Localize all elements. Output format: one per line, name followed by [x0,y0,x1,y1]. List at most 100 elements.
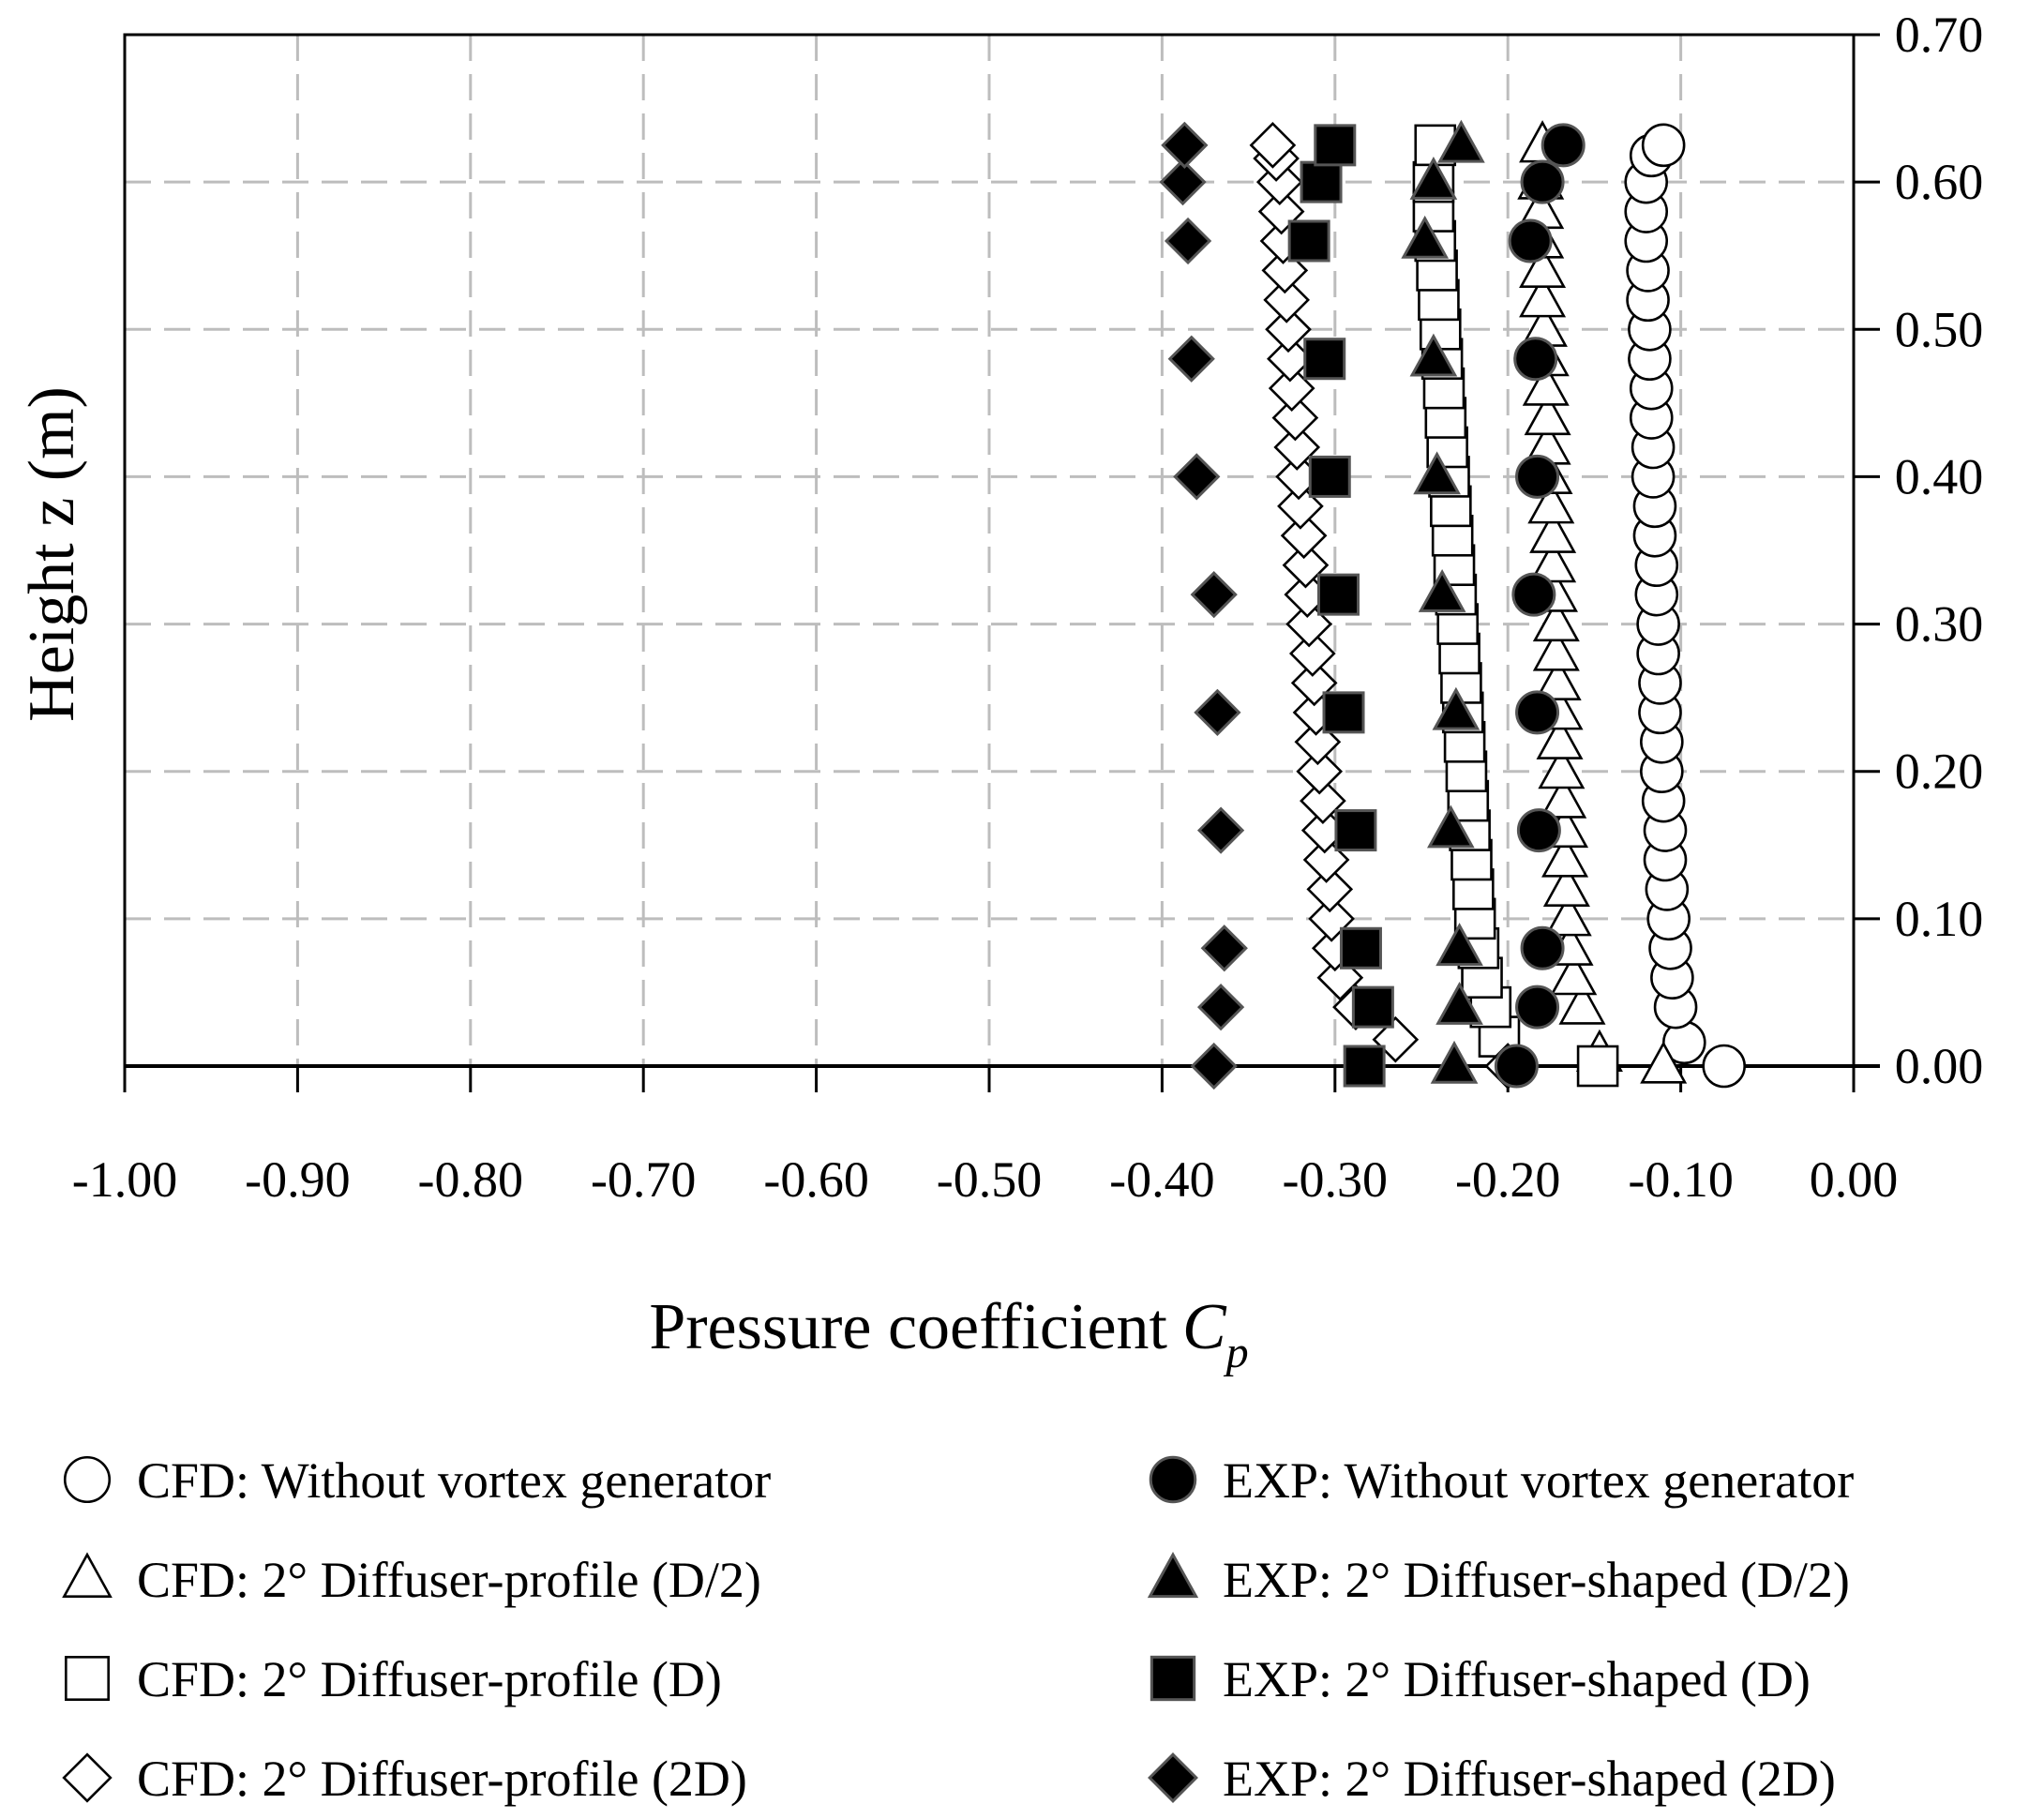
series-0 [1624,123,1746,1089]
data-point [1296,747,1344,795]
data-point [1287,219,1330,263]
axes: -1.00 -0.90 -0.80 -0.70 -0.60 -0.50 -0.40 -0.30… [72,7,1983,1208]
legend-marker [65,1656,110,1701]
data-point [1159,158,1207,206]
data-point [1288,630,1336,677]
data-point [1401,215,1450,259]
data-point [1322,691,1365,734]
data-point [1529,510,1577,553]
legend-marker [62,1752,113,1803]
data-point [1263,277,1311,323]
data-point [1273,424,1321,471]
data-point [1351,985,1394,1029]
x-axis-title-text: Pressure coefficient [649,1291,1167,1363]
data-point [1164,217,1212,265]
data-point [1316,573,1360,616]
data-point [1494,1044,1539,1089]
data-point [1519,245,1567,289]
data-point [1576,1045,1619,1088]
legend-label: EXP: 2° Diffuser-shaped (D) [1223,1651,1811,1707]
legend-marker [62,1552,113,1598]
y-tick-label: 0.10 [1895,891,1984,947]
data-point [1527,481,1575,524]
data-point [1513,337,1558,382]
data-point [1314,124,1357,167]
y-axis-title: Height z (m) [16,386,88,722]
data-point [1308,455,1351,498]
legend-marker [1150,1655,1196,1702]
x-axis-title: Pressure coefficient Cp [649,1291,1248,1377]
data-point [1437,119,1485,163]
y-tick-label: 0.30 [1895,596,1984,653]
x-tick-label: -0.60 [763,1151,868,1208]
legend-marker [1147,1551,1199,1599]
y-tick-label: 0.60 [1895,154,1984,210]
data-point [1161,121,1209,169]
x-tick-label: -0.80 [418,1151,523,1208]
data-point [1430,1040,1479,1084]
data-point [1536,716,1584,759]
data-point [1418,569,1466,612]
legend-label: EXP: 2° Diffuser-shaped (2D) [1223,1751,1836,1807]
data-point [1339,926,1382,970]
data-point [1432,686,1480,730]
data-point [1409,157,1458,200]
data-point [1532,628,1580,671]
data-point [1540,775,1587,819]
data-point [1435,982,1483,1025]
x-tick-label: -0.70 [591,1151,696,1208]
data-point [1532,598,1580,642]
data-point [1524,392,1571,436]
data-point [1640,1041,1688,1084]
data-point [1300,777,1346,824]
data-series [1159,119,1746,1090]
y-tick-label: 0.00 [1895,1038,1984,1094]
data-point [1303,338,1346,381]
legend-label: EXP: 2° Diffuser-shaped (D/2) [1223,1552,1850,1608]
data-point [1190,1042,1238,1090]
data-point [1427,804,1475,849]
data-point [1516,808,1561,853]
data-point [1271,394,1319,442]
data-point [1316,954,1364,1001]
data-point [1538,746,1586,789]
data-point [1515,454,1560,499]
data-point [1190,571,1238,619]
x-tick-label: 0.00 [1810,1151,1899,1208]
data-point [1334,809,1377,852]
data-point [1265,306,1312,353]
data-point [1196,984,1245,1031]
data-point [1558,982,1606,1025]
data-point [1522,363,1570,406]
x-tick-label: -0.10 [1628,1151,1733,1208]
data-point [1268,365,1315,412]
data-point [1413,451,1461,495]
data-point [1306,865,1354,913]
data-point [1194,688,1241,736]
x-tick-label: -0.50 [937,1151,1042,1208]
legend-label: CFD: 2° Diffuser-profile (D/2) [137,1552,761,1608]
data-point [1541,123,1586,168]
data-point [1280,512,1328,560]
data-point [1550,953,1598,996]
x-tick-label: -0.30 [1283,1151,1388,1208]
data-point [1435,923,1483,967]
legend-marker [1148,1752,1198,1803]
series-5 [1401,119,1485,1084]
data-point [1282,541,1330,589]
legend-label: CFD: Without vortex generator [137,1452,771,1509]
grid-lines [125,35,1854,1066]
data-point [1529,540,1577,583]
data-point [1508,218,1553,263]
legend-marker [63,1455,112,1504]
legend-label: EXP: Without vortex generator [1223,1452,1854,1509]
data-point [1534,657,1582,701]
series-6 [1287,124,1394,1088]
data-point [1343,1045,1386,1088]
data-point [1511,572,1556,617]
x-tick-label: -0.40 [1109,1151,1214,1208]
data-point [1300,160,1343,203]
y-tick-label: 0.40 [1895,448,1984,504]
y-tick-label: 0.70 [1895,7,1984,63]
